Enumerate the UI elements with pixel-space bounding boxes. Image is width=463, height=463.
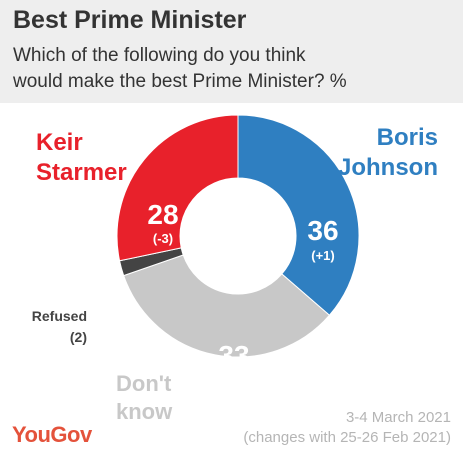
survey-date-line-2: (changes with 25-26 Feb 2021)	[243, 429, 451, 446]
label-boris-johnson-line-1: Boris	[377, 124, 438, 151]
label-don-t-know-line-2: know	[116, 399, 173, 424]
change-keir-starmer: (-3)	[153, 231, 173, 246]
label-boris-johnson-line-2: Johnson	[338, 154, 438, 181]
label-don-t-know-line-1: Don't	[116, 371, 172, 396]
slice-don-t-know	[123, 254, 331, 358]
subtitle-line-2: would make the best Prime Minister? %	[13, 71, 347, 92]
slice-boris-johnson	[237, 114, 360, 316]
chart-title: Best Prime Minister	[13, 6, 247, 34]
survey-date-line-1: 3-4 March 2021	[345, 409, 451, 426]
value-don-t-know: 33	[218, 340, 249, 371]
label-refused-line-1: Refused	[32, 308, 87, 324]
change-boris-johnson: (+1)	[311, 248, 334, 263]
yougov-logo: YouGov	[12, 422, 92, 447]
survey-date: 3-4 March 2021 (changes with 25-26 Feb 2…	[243, 408, 451, 448]
header-band	[0, 0, 463, 103]
slice-keir-starmer	[116, 114, 239, 262]
subtitle-line-1: Which of the following do you think	[13, 45, 306, 66]
label-keir-starmer-line-1: Keir	[36, 129, 83, 156]
label-refused-line-2: (2)	[70, 329, 87, 345]
label-keir-starmer-line-2: Starmer	[36, 159, 127, 186]
value-boris-johnson: 36	[307, 215, 338, 246]
value-keir-starmer: 28	[147, 199, 178, 230]
chart-subtitle: Which of the following do you think woul…	[13, 43, 347, 95]
